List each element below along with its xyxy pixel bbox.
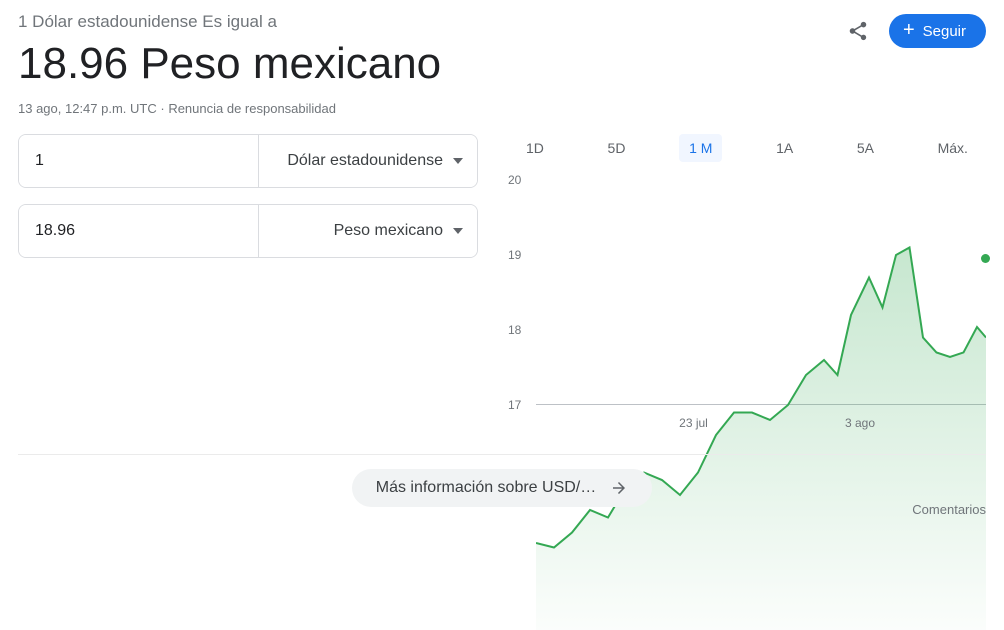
share-icon[interactable] xyxy=(847,20,869,42)
time-tab-1m[interactable]: 1 M xyxy=(679,134,722,162)
timestamp: 13 ago, 12:47 p.m. UTC xyxy=(18,101,157,116)
y-axis-tick: 19 xyxy=(508,248,521,262)
exchange-rate-chart[interactable]: 1718192023 jul3 ago xyxy=(508,180,986,430)
to-currency-label: Peso mexicano xyxy=(334,222,443,240)
time-tab-1d[interactable]: 1D xyxy=(516,134,554,162)
more-info-button[interactable]: Más información sobre USD/… xyxy=(352,469,653,507)
conversion-main-value: 18.96 Peso mexicano xyxy=(18,36,441,91)
from-amount-input[interactable] xyxy=(19,135,258,187)
y-axis-tick: 20 xyxy=(508,173,521,187)
from-currency-group: Dólar estadounidense xyxy=(18,134,478,188)
plus-icon: + xyxy=(903,20,915,40)
separator: · xyxy=(157,101,169,116)
time-tab-5d[interactable]: 5D xyxy=(598,134,636,162)
time-tab-mx[interactable]: Máx. xyxy=(928,134,978,162)
conversion-subtitle: 1 Dólar estadounidense Es igual a xyxy=(18,12,441,32)
to-currency-group: Peso mexicano xyxy=(18,204,478,258)
timestamp-row: 13 ago, 12:47 p.m. UTC · Renuncia de res… xyxy=(18,101,441,116)
time-range-tabs: 1D 5D 1 M 1A 5A Máx. xyxy=(508,134,986,162)
more-info-label: Más información sobre USD/… xyxy=(376,479,597,497)
x-axis-tick: 3 ago xyxy=(845,416,875,430)
chart-svg xyxy=(536,180,986,630)
x-axis-tick: 23 jul xyxy=(679,416,708,430)
follow-label: Seguir xyxy=(923,23,966,40)
time-tab-1a[interactable]: 1A xyxy=(766,134,803,162)
to-currency-select[interactable]: Peso mexicano xyxy=(259,205,477,257)
time-tab-5a[interactable]: 5A xyxy=(847,134,884,162)
arrow-right-icon xyxy=(610,479,628,497)
chevron-down-icon xyxy=(453,228,463,234)
from-currency-label: Dólar estadounidense xyxy=(287,152,443,170)
y-axis-tick: 17 xyxy=(508,398,521,412)
to-amount-input[interactable] xyxy=(19,205,258,257)
comments-link[interactable]: Comentarios xyxy=(912,502,986,517)
from-currency-select[interactable]: Dólar estadounidense xyxy=(259,135,477,187)
chart-end-marker xyxy=(981,254,990,263)
follow-button[interactable]: + Seguir xyxy=(889,14,986,48)
disclaimer-link[interactable]: Renuncia de responsabilidad xyxy=(168,101,336,116)
chevron-down-icon xyxy=(453,158,463,164)
y-axis-tick: 18 xyxy=(508,323,521,337)
